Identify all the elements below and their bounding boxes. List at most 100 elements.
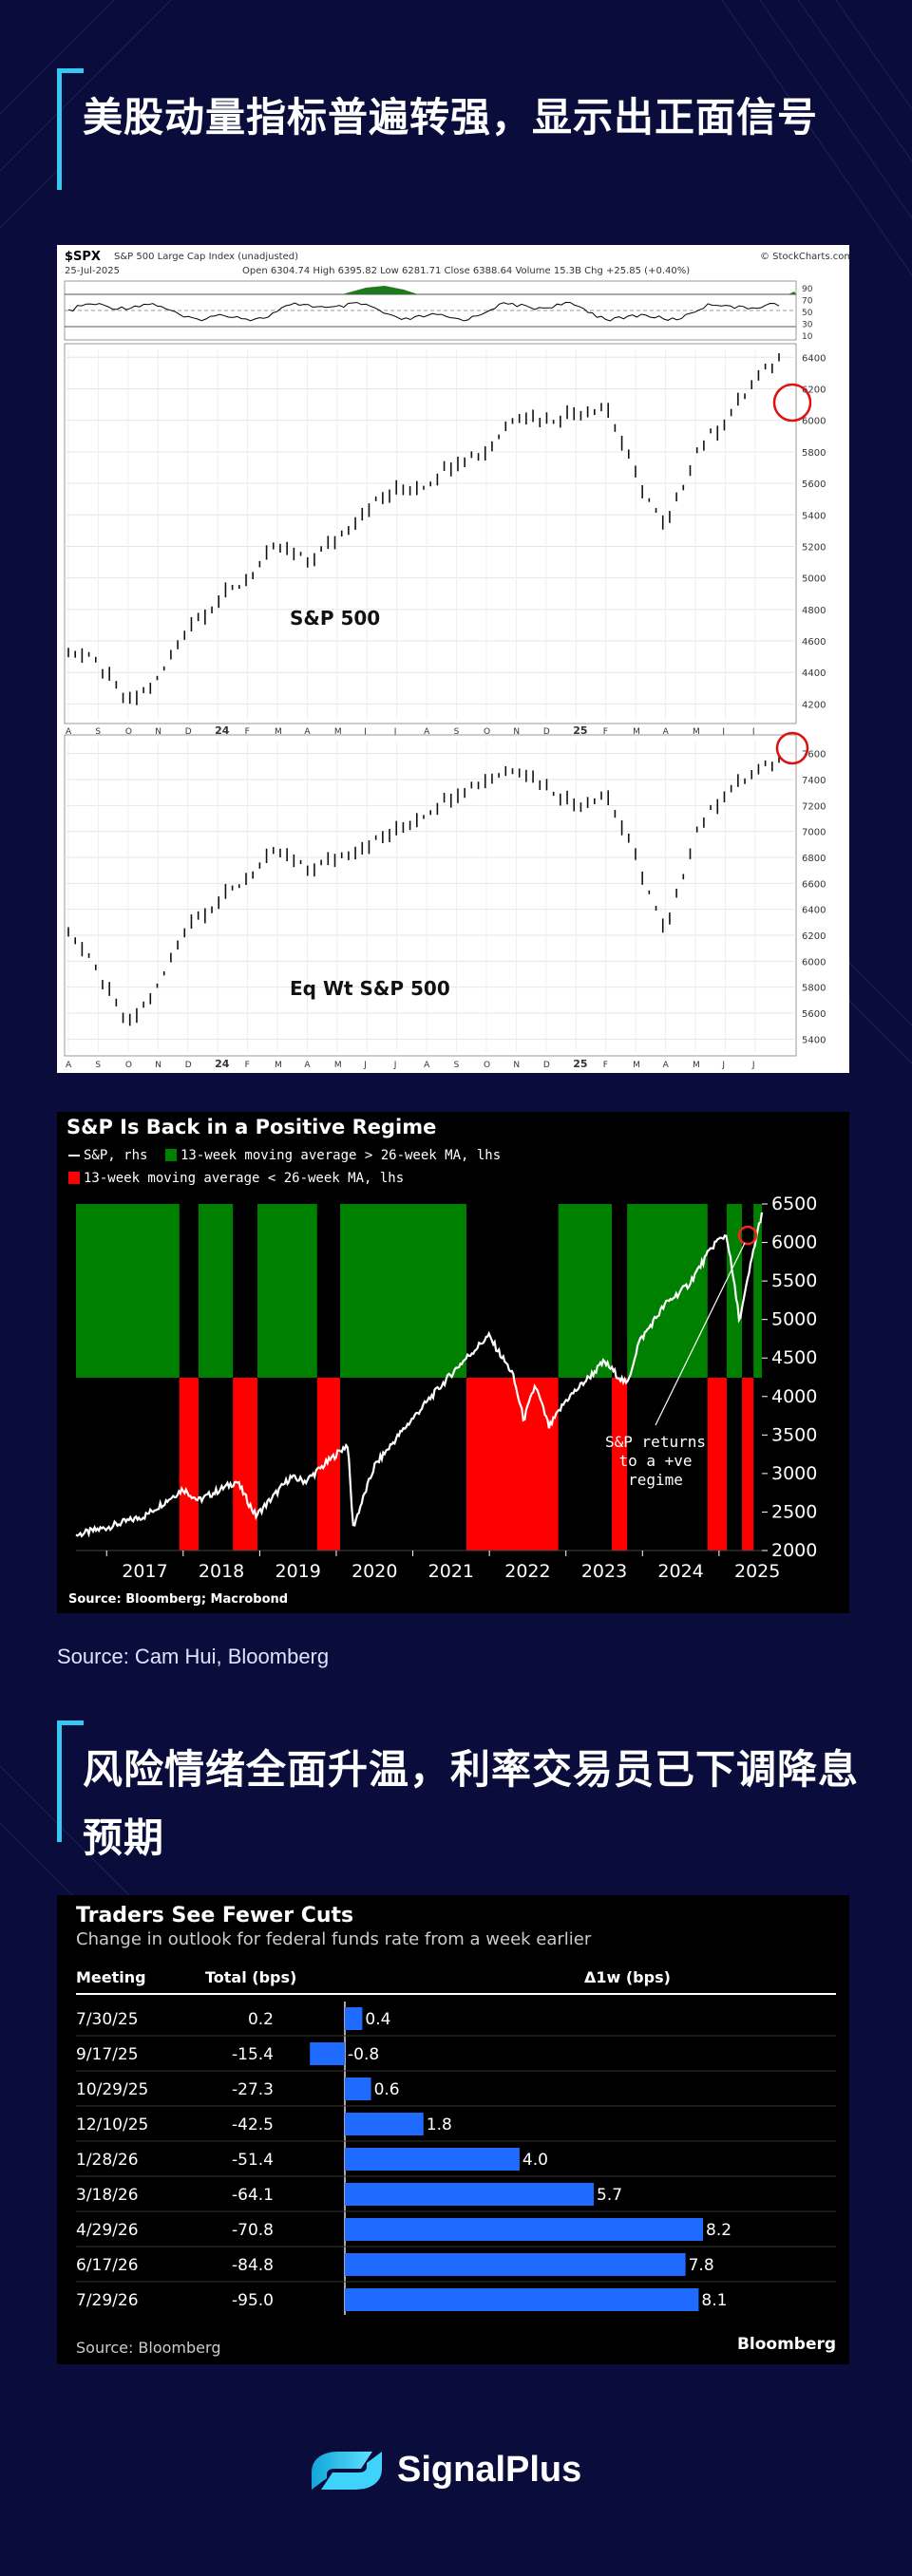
x-tick-label: 2022 bbox=[504, 1561, 550, 1582]
month-label: D bbox=[185, 1061, 192, 1070]
delta-bar bbox=[345, 2183, 595, 2206]
rsi-tick-label: 70 bbox=[802, 297, 813, 307]
x-tick-label: 2021 bbox=[428, 1561, 474, 1582]
delta-bar bbox=[345, 2007, 363, 2030]
month-label: M bbox=[334, 727, 342, 737]
col-meeting: Meeting bbox=[76, 1968, 146, 1986]
price-tick-label: 5600 bbox=[802, 479, 826, 490]
cuts-source: Source: Bloomberg bbox=[76, 2339, 220, 2357]
month-label: M bbox=[275, 1061, 282, 1070]
month-label: M bbox=[275, 727, 282, 737]
price-tick-label: 5200 bbox=[802, 542, 826, 553]
sc-date: 25-Jul-2025 bbox=[65, 266, 120, 276]
month-label: S bbox=[454, 1061, 460, 1070]
row-delta: 0.6 bbox=[374, 2080, 400, 2099]
annotation-line2: to a +ve bbox=[618, 1452, 692, 1470]
legend-green-swatch bbox=[165, 1149, 177, 1161]
month-label: A bbox=[424, 1061, 430, 1070]
spx-frame bbox=[64, 343, 797, 724]
price-tick-label: 5800 bbox=[802, 448, 826, 459]
sc-ticker: $SPX bbox=[65, 250, 101, 264]
legend-red: 13-week moving average < 26-week MA, lhs bbox=[84, 1171, 404, 1186]
y-tick-label: 5500 bbox=[771, 1270, 817, 1291]
x-tick-label: 2019 bbox=[276, 1561, 321, 1582]
row-total: -42.5 bbox=[232, 2115, 274, 2134]
month-label: O bbox=[484, 1061, 490, 1070]
ew-highlight-circle bbox=[775, 731, 809, 765]
row-meeting: 12/10/25 bbox=[76, 2115, 148, 2134]
x-tick-label: 2025 bbox=[734, 1561, 780, 1582]
month-label: N bbox=[155, 1061, 162, 1070]
row-delta: 4.0 bbox=[522, 2151, 548, 2170]
price-tick-label: 4400 bbox=[802, 668, 826, 679]
sc-quote: Open 6304.74 High 6395.82 Low 6281.71 Cl… bbox=[242, 266, 690, 276]
regime-chart: S&P Is Back in a Positive Regime S&P, rh… bbox=[57, 1112, 849, 1613]
cuts-subtitle: Change in outlook for federal funds rate… bbox=[76, 1929, 592, 1949]
price-tick-label: 5400 bbox=[802, 511, 826, 521]
col-total: Total (bps) bbox=[205, 1968, 296, 1986]
delta-bar bbox=[345, 2113, 424, 2135]
section-heading-momentum: 美股动量指标普遍转强，显示出正面信号 bbox=[57, 68, 879, 190]
regime-band-green bbox=[753, 1204, 762, 1378]
price-tick-label: 5800 bbox=[802, 984, 826, 994]
month-label: J bbox=[393, 727, 397, 737]
month-label: M bbox=[693, 1061, 700, 1070]
regime-band-red bbox=[466, 1378, 559, 1551]
row-meeting: 7/29/26 bbox=[76, 2291, 139, 2310]
month-label: D bbox=[185, 727, 192, 737]
row-delta: 1.8 bbox=[427, 2115, 452, 2134]
price-tick-label: 5000 bbox=[802, 574, 826, 585]
cuts-chart: Traders See Fewer Cuts Change in outlook… bbox=[57, 1895, 849, 2364]
signalplus-wordmark: SignalPlus bbox=[397, 2450, 582, 2490]
month-label: S bbox=[95, 1061, 101, 1070]
y-tick-label: 3500 bbox=[771, 1424, 817, 1445]
regime-band-red bbox=[742, 1378, 754, 1551]
rsi-line bbox=[67, 301, 780, 322]
ew-grid bbox=[65, 741, 796, 1052]
legend-green: 13-week moving average > 26-week MA, lhs bbox=[180, 1148, 501, 1163]
cuts-rows: 7/30/25 0.2 0.4 9/17/25 -15.4 -0.8 10/29/25 -27… bbox=[76, 2007, 836, 2311]
annotation-line3: regime bbox=[628, 1471, 683, 1489]
ew-frame bbox=[64, 734, 797, 1057]
month-label: A bbox=[66, 1061, 72, 1070]
month-label: F bbox=[603, 1061, 608, 1070]
row-meeting: 4/29/26 bbox=[76, 2221, 139, 2240]
price-tick-label: 7600 bbox=[802, 750, 826, 761]
month-label: J bbox=[721, 727, 725, 737]
rsi-tick-label: 10 bbox=[802, 332, 813, 342]
regime-title: S&P Is Back in a Positive Regime bbox=[66, 1116, 436, 1138]
regime-band-red bbox=[612, 1378, 628, 1551]
price-tick-label: 6200 bbox=[802, 385, 826, 395]
delta-bar bbox=[345, 2078, 371, 2100]
price-tick-label: 6400 bbox=[802, 353, 826, 364]
month-label: F bbox=[245, 727, 250, 737]
spx-line bbox=[75, 1212, 764, 1538]
rsi-axis: 90 70 50 30 10 bbox=[802, 285, 813, 342]
regime-bands bbox=[76, 1204, 762, 1551]
row-meeting: 6/17/26 bbox=[76, 2256, 139, 2275]
month-label: M bbox=[334, 1061, 342, 1070]
stockcharts-chart: $SPX S&P 500 Large Cap Index (unadjusted… bbox=[57, 245, 853, 1073]
month-label: O bbox=[125, 727, 132, 737]
ew-axis: 7600 7400 7200 7000 6800 6600 6400 6200 6000 5800… bbox=[802, 750, 826, 1046]
row-meeting: 10/29/25 bbox=[76, 2080, 148, 2099]
month-label: A bbox=[304, 727, 311, 737]
legend-spx: S&P, rhs bbox=[84, 1148, 147, 1163]
ew-label: Eq Wt S&P 500 bbox=[290, 977, 450, 1000]
section-title: 美股动量指标普遍转强，显示出正面信号 bbox=[83, 94, 819, 141]
price-tick-label: 6000 bbox=[802, 957, 826, 968]
rsi-overbought-fill bbox=[342, 286, 418, 294]
month-label: A bbox=[663, 1061, 670, 1070]
month-label: N bbox=[513, 1061, 520, 1070]
delta-bar bbox=[345, 2288, 699, 2311]
row-total: -51.4 bbox=[232, 2151, 274, 2170]
heading-accent bbox=[57, 68, 84, 73]
row-meeting: 3/18/26 bbox=[76, 2186, 139, 2205]
regime-band-red bbox=[316, 1378, 341, 1551]
col-delta: Δ1w (bps) bbox=[584, 1968, 671, 1986]
price-tick-label: 5600 bbox=[802, 1009, 826, 1020]
rsi-overbought-fill-2 bbox=[788, 291, 796, 294]
delta-bar bbox=[345, 2253, 686, 2276]
month-label: J bbox=[363, 1061, 367, 1070]
annotation-line1: S&P returns bbox=[605, 1433, 706, 1451]
